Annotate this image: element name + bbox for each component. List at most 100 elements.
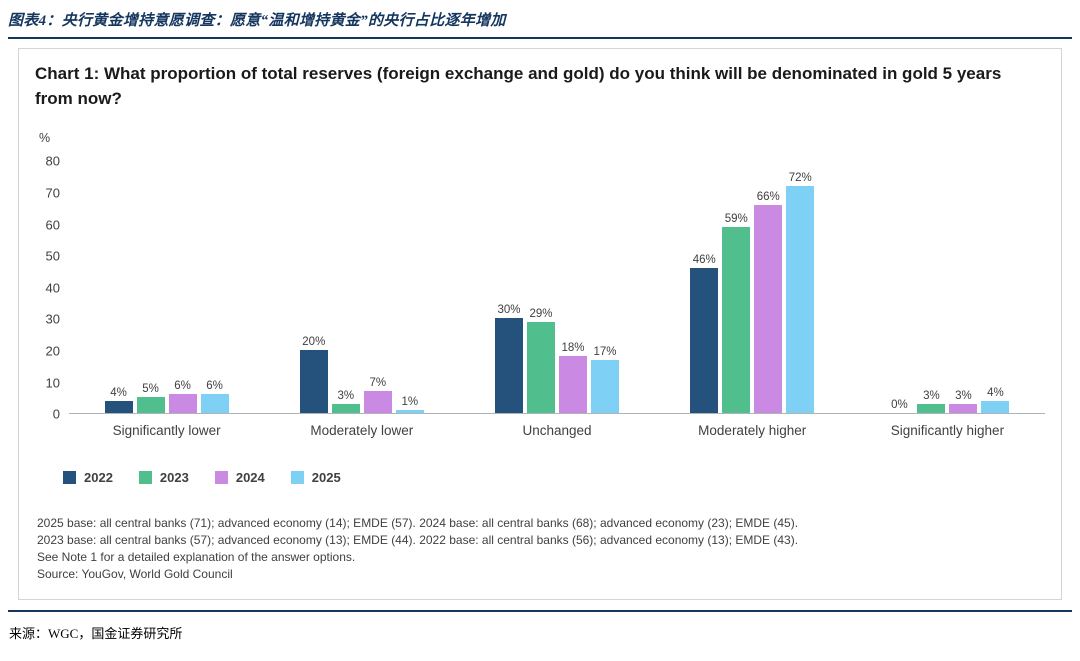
bar-slot: 6% xyxy=(168,380,197,414)
chart-panel: Chart 1: What proportion of total reserv… xyxy=(18,48,1062,600)
bar-2024-moderately-lower xyxy=(363,391,392,414)
bar-value-label: 29% xyxy=(529,307,553,320)
x-category-label-moderately-lower: Moderately lower xyxy=(310,423,414,439)
bar-value-label: 59% xyxy=(724,212,748,225)
footnote-line: 2023 base: all central banks (57); advan… xyxy=(37,533,799,548)
legend-item-2025: 2025 xyxy=(290,470,341,486)
y-tick-label: 40 xyxy=(45,280,60,296)
legend-item-2023: 2023 xyxy=(138,470,189,486)
bar-2024-significantly-lower xyxy=(168,394,197,414)
x-category-label-significantly-lower: Significantly lower xyxy=(112,423,221,439)
x-axis-labels: Significantly lower Moderately lower Uncha… xyxy=(69,423,1045,438)
plot-area: 4% 5% 6% 6% 20% 3% 7% 1% 30% 29% 18% 17% 46% 59% 66% 72… xyxy=(69,161,1045,415)
chart-title: Chart 1: What proportion of total reserv… xyxy=(35,64,1002,108)
bar-2025-moderately-higher xyxy=(786,185,815,414)
y-tick-label: 70 xyxy=(45,185,60,201)
bar-slot: 5% xyxy=(136,383,165,414)
bar-value-label: 4% xyxy=(110,386,127,399)
bar-2022-moderately-higher xyxy=(690,267,719,414)
bar-group-moderately-lower: 20% 3% 7% 1% xyxy=(264,161,459,414)
y-tick-label: 80 xyxy=(45,153,60,169)
legend-label-2025: 2025 xyxy=(311,470,341,486)
bar-group-moderately-higher: 46% 59% 66% 72% xyxy=(655,161,850,414)
bar-value-label: 46% xyxy=(692,253,716,266)
legend: 2022 2023 2024 2025 xyxy=(63,470,1045,485)
bar-slot: 4% xyxy=(981,386,1010,414)
bar-value-label: 72% xyxy=(788,171,812,184)
bar-slot: 1% xyxy=(395,396,424,414)
legend-swatch-2025 xyxy=(290,471,304,485)
bar-2025-moderately-lower xyxy=(395,410,424,414)
y-tick-label: 50 xyxy=(45,248,60,264)
bar-slot: 3% xyxy=(949,389,978,414)
bar-2025-significantly-higher xyxy=(981,400,1010,414)
x-category-label-unchanged: Unchanged xyxy=(522,423,592,439)
y-tick-label: 60 xyxy=(45,217,60,233)
legend-item-2024: 2024 xyxy=(214,470,265,486)
bar-value-label: 3% xyxy=(923,389,940,402)
bar-value-label: 20% xyxy=(302,336,326,349)
y-tick-label: 10 xyxy=(45,375,60,391)
bar-2023-moderately-lower xyxy=(331,403,360,414)
bar-value-label: 4% xyxy=(987,386,1004,399)
bar-2024-significantly-higher xyxy=(949,403,978,414)
figure-header: 图表4：央行黄金增持意愿调查：愿意“温和增持黄金”的央行占比逐年增加 xyxy=(0,0,1080,37)
bar-slot: 59% xyxy=(722,212,751,414)
bar-2022-significantly-lower xyxy=(104,400,133,414)
bar-slot: 29% xyxy=(527,308,555,414)
bar-value-label: 5% xyxy=(142,383,159,396)
bar-slot: 20% xyxy=(299,336,328,414)
bar-2023-moderately-higher xyxy=(722,226,751,414)
header-divider xyxy=(8,37,1072,39)
footnotes: 2025 base: all central banks (71); advan… xyxy=(37,515,1045,583)
y-tick-label: 30 xyxy=(45,311,60,327)
bar-slot: 6% xyxy=(200,380,229,414)
bar-slot: 72% xyxy=(786,171,815,414)
bar-group-significantly-lower: 4% 5% 6% 6% xyxy=(69,161,264,414)
bar-2022-moderately-lower xyxy=(299,350,328,414)
bar-value-label: 6% xyxy=(206,380,223,393)
footnote-line: 2025 base: all central banks (71); advan… xyxy=(37,516,799,531)
bar-value-label: 7% xyxy=(369,377,387,390)
bar-value-label: 3% xyxy=(955,389,972,402)
bar-value-label: 66% xyxy=(756,190,780,203)
legend-label-2022: 2022 xyxy=(84,470,113,486)
bar-value-label: 6% xyxy=(174,380,191,393)
bar-slot: 4% xyxy=(104,386,133,414)
legend-swatch-2024 xyxy=(214,471,228,485)
bar-2023-unchanged xyxy=(527,321,555,414)
bar-value-label: 30% xyxy=(497,304,521,317)
bar-slot: 3% xyxy=(917,389,946,414)
bar-value-label: 0% xyxy=(891,399,908,412)
figure-title: 图表4：央行黄金增持意愿调查：愿意“温和增持黄金”的央行占比逐年增加 xyxy=(8,13,506,29)
bar-2023-significantly-lower xyxy=(136,397,165,414)
y-tick-label: 20 xyxy=(45,343,60,359)
bar-slot: 3% xyxy=(331,389,360,414)
bar-value-label: 3% xyxy=(337,389,355,402)
legend-item-2022: 2022 xyxy=(63,470,113,485)
bar-2024-unchanged xyxy=(559,356,587,414)
x-category-label-significantly-higher: Significantly higher xyxy=(890,423,1005,439)
bar-slot: 18% xyxy=(559,342,587,414)
bar-slot: 17% xyxy=(591,346,619,414)
y-axis: 0 10 20 30 40 50 60 70 80 xyxy=(35,154,69,422)
bar-slot: 46% xyxy=(690,253,719,414)
legend-label-2023: 2023 xyxy=(159,470,189,486)
y-tick-label: 0 xyxy=(52,406,60,422)
legend-label-2024: 2024 xyxy=(235,470,265,486)
footnote-source: Source: YouGov, World Gold Council xyxy=(37,567,233,582)
footer-divider xyxy=(8,610,1072,612)
bar-slot: 66% xyxy=(754,190,783,414)
bar-group-significantly-higher: 0% 3% 3% 4% xyxy=(850,161,1045,414)
chart-area: 0 10 20 30 40 50 60 70 80 4% 5% 6% 6% 20% 3% 7% 1% 30% 29… xyxy=(35,154,1045,422)
y-axis-unit: % xyxy=(39,131,51,146)
source-note: 来源：WGC，国金证券研究所 xyxy=(9,626,183,641)
bar-2024-moderately-higher xyxy=(754,204,783,414)
legend-swatch-2022 xyxy=(63,471,76,485)
footnote-line: See Note 1 for a detailed explanation of… xyxy=(37,550,356,565)
bar-value-label: 17% xyxy=(593,345,617,358)
legend-swatch-2023 xyxy=(138,471,152,485)
bar-value-label: 18% xyxy=(561,342,585,355)
bar-slot: 0% xyxy=(885,399,913,413)
